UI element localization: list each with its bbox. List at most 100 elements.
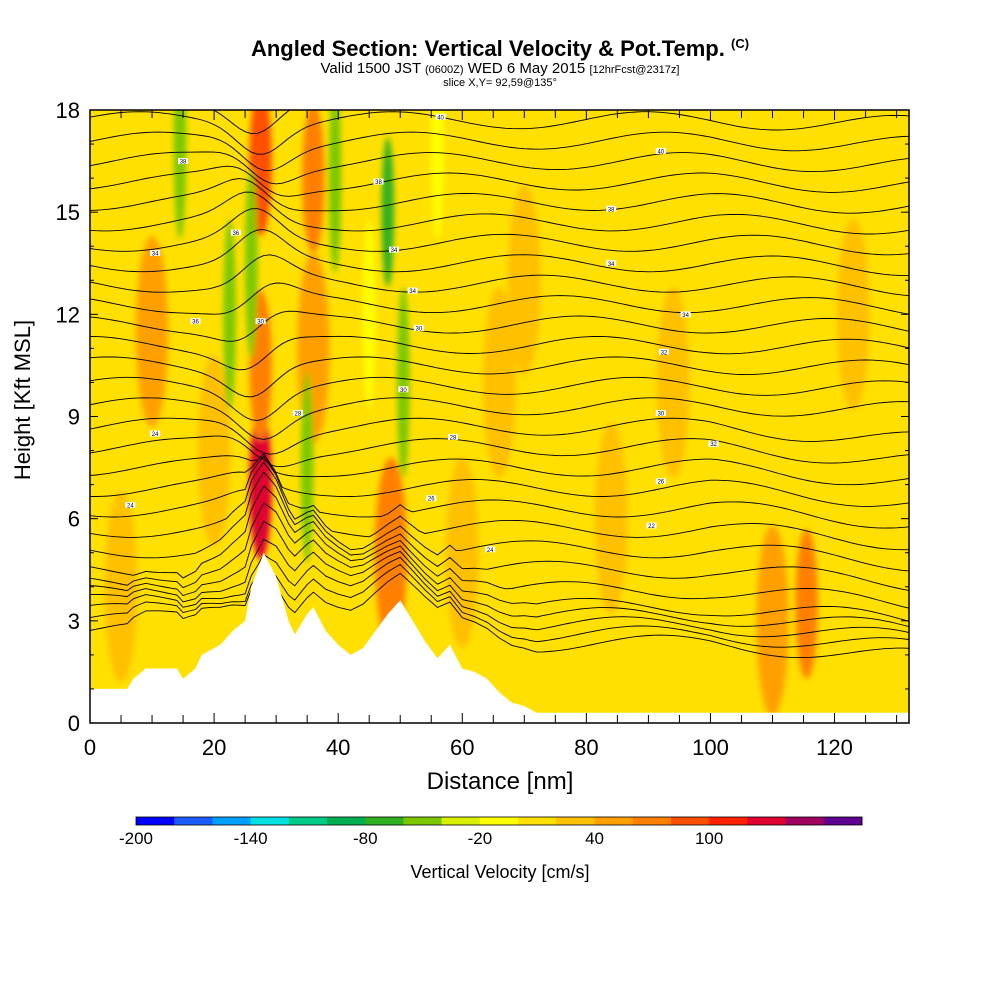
- colorbar: -200 -140 -80 -20 40 100: [119, 816, 863, 848]
- colorbar-swatch-7: [403, 817, 443, 825]
- velocity-cell-25: [446, 457, 479, 649]
- theta-contour-24: [90, 178, 909, 214]
- theta-label-bg-23: [125, 502, 136, 509]
- theta-contour-21: [90, 229, 909, 277]
- theta-contour-27: [90, 131, 909, 172]
- velocity-cell-11: [657, 287, 690, 478]
- colorbar-swatch-17: [785, 817, 825, 825]
- velocity-cell-12: [595, 423, 628, 615]
- valid-utc: (0600Z): [425, 64, 464, 76]
- theta-label-1: 40: [657, 149, 664, 155]
- forecast-info: [12hrFcst@2317z]: [589, 64, 680, 76]
- theta-label-bg-6: [150, 250, 161, 257]
- colorbar-swatch-5: [327, 817, 366, 825]
- theta-contour-8: [90, 461, 909, 551]
- theta-contour-19: [90, 282, 909, 315]
- theta-contour-22: [90, 208, 909, 256]
- theta-label-bg-4: [606, 205, 617, 212]
- theta-label-bg-24: [646, 522, 657, 529]
- theta-label-15: 30: [400, 388, 407, 394]
- colorbar-swatch-3: [250, 817, 290, 825]
- theta-label-16: 28: [295, 412, 302, 418]
- theta-label-bg-12: [413, 324, 424, 331]
- theta-label-bg-8: [606, 260, 617, 267]
- y-tick-label: 0: [68, 711, 80, 736]
- theta-label-bg-7: [389, 246, 400, 253]
- theta-contour-29: [212, 110, 291, 135]
- theta-contour-7: [90, 471, 909, 572]
- theta-contour-0: [90, 572, 909, 659]
- theta-contour-20: [90, 254, 909, 297]
- title-main: Angled Section: Vertical Velocity & Pot.…: [250, 36, 725, 61]
- theta-label-9: 34: [409, 289, 416, 295]
- theta-contour-1: [90, 563, 909, 648]
- y-tick-label: 9: [68, 405, 80, 430]
- velocity-cell-20: [223, 218, 236, 410]
- theta-contour-15: [90, 376, 909, 421]
- theta-label-4: 38: [608, 207, 615, 213]
- colorbar-frame: [135, 816, 863, 826]
- theta-label-bg-13: [680, 311, 691, 318]
- velocity-cell-22: [508, 184, 541, 376]
- theta-label-2: 38: [180, 160, 187, 166]
- colorbar-swatch-16: [747, 817, 787, 825]
- theta-label-bg-14: [658, 348, 669, 355]
- x-tick-label: 80: [574, 735, 598, 760]
- velocity-cell-6: [795, 528, 818, 679]
- theta-label-bg-15: [398, 386, 409, 393]
- theta-contour-10: [90, 453, 909, 507]
- y-tick-label: 18: [56, 98, 80, 123]
- theta-label-7: 34: [391, 248, 398, 254]
- theta-label-bg-5: [230, 229, 241, 236]
- colorbar-swatch-2: [212, 817, 252, 825]
- theta-label-12: 30: [415, 326, 422, 332]
- theta-label-22: 26: [428, 497, 435, 503]
- velocity-cell-15: [381, 137, 395, 288]
- theta-label-bg-9: [407, 287, 418, 294]
- theta-labels: 40 40 38 38 38 36 34 34 34 34 36 30 30 34 32 30 28 30 24 28…: [125, 113, 719, 554]
- theta-label-bg-16: [292, 410, 303, 417]
- theta-label-0: 40: [437, 115, 444, 121]
- velocity-cell-23: [104, 491, 138, 683]
- theta-contour-18: [90, 310, 909, 342]
- x-tick-label: 20: [202, 735, 226, 760]
- theta-contour-6: [90, 485, 909, 591]
- theta-label-20: 32: [710, 442, 717, 448]
- velocity-cell-13: [483, 287, 516, 478]
- theta-label-11: 30: [257, 320, 264, 326]
- velocity-cell-16: [173, 110, 187, 240]
- theta-contour-3: [90, 538, 909, 628]
- theta-label-bg-10: [190, 318, 201, 325]
- theta-label-3: 38: [375, 180, 382, 186]
- velocity-cell-24: [837, 218, 870, 410]
- theta-label-bg-11: [255, 318, 266, 325]
- theta-contour-14: [90, 397, 909, 440]
- theta-label-bg-25: [485, 546, 496, 553]
- slice-info: slice X,Y= 92,59@135°: [443, 77, 557, 89]
- theta-contour-4: [90, 520, 909, 622]
- colorbar-swatch-15: [709, 817, 748, 825]
- y-axis-title: Height [Kft MSL]: [10, 320, 35, 480]
- theta-label-10: 36: [192, 320, 199, 326]
- theta-label-bg-1: [655, 147, 666, 154]
- colorbar-swatch-6: [365, 817, 404, 825]
- velocity-cell-19: [300, 372, 314, 563]
- x-tick-label: 0: [84, 735, 96, 760]
- theta-contour-16: [90, 356, 909, 398]
- theta-contour-9: [90, 455, 909, 529]
- valid-date: WED 6 May 2015: [467, 60, 586, 77]
- theta-label-13: 34: [682, 313, 689, 319]
- colorbar-swatch-8: [441, 817, 481, 825]
- x-tick-label: 40: [326, 735, 350, 760]
- colorbar-swatch-1: [174, 817, 213, 825]
- theta-label-6: 34: [152, 252, 159, 258]
- theta-label-19: 28: [450, 435, 457, 441]
- velocity-cell-10: [197, 355, 231, 546]
- colorbar-swatch-9: [479, 817, 519, 825]
- colorbar-swatch-11: [556, 817, 596, 825]
- title-unit: (C): [731, 36, 750, 51]
- velocity-cell-5: [374, 457, 408, 649]
- colorbar-tick-label: -80: [353, 829, 378, 848]
- colorbar-tick-label: 100: [695, 829, 723, 848]
